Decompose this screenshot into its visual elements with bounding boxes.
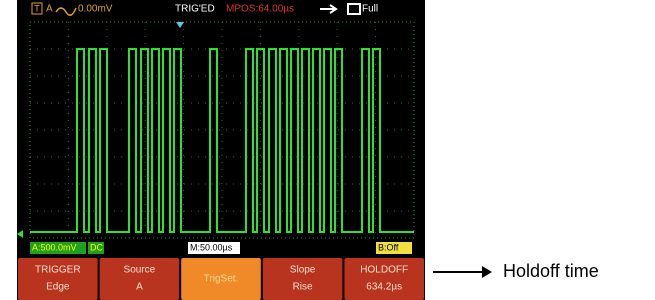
channel-a: A:500.0mV: [32, 242, 77, 252]
menu: TRIGGER Edge Source A TrigSet. Slope Rise HOLDO…: [18, 258, 424, 300]
annotation: Holdoff time: [503, 261, 599, 281]
menu-value: Rise: [293, 282, 313, 293]
timebase: M:50.00µs: [190, 242, 233, 252]
coupling: DC: [90, 242, 103, 252]
channel-b: B:Off: [378, 242, 399, 252]
screen: [17, 0, 425, 300]
menu-label: TrigSet.: [204, 274, 239, 285]
menu-label: HOLDOFF: [360, 265, 408, 276]
menu-value: A: [136, 282, 143, 293]
menu-label: TRIGGER: [35, 265, 81, 276]
battery: Full: [362, 4, 378, 15]
trigger-status: TRIG'ED: [175, 4, 215, 15]
page: T A 0.00mV TRIG'ED MPOS:64.00µs Full A:5…: [0, 0, 655, 300]
trigger-level: 0.00mV: [78, 4, 113, 15]
channel: A: [46, 4, 53, 15]
trigger-icon: T: [34, 3, 40, 13]
menu-value: 634.2µs: [366, 282, 402, 293]
arrow-head: [482, 266, 492, 278]
menu-value: Edge: [46, 282, 70, 293]
scope-screenshot: T A 0.00mV TRIG'ED MPOS:64.00µs Full A:5…: [0, 0, 655, 300]
mpos: MPOS:64.00µs: [226, 4, 294, 15]
menu-label: Slope: [290, 265, 316, 276]
menu-label: Source: [124, 265, 156, 276]
